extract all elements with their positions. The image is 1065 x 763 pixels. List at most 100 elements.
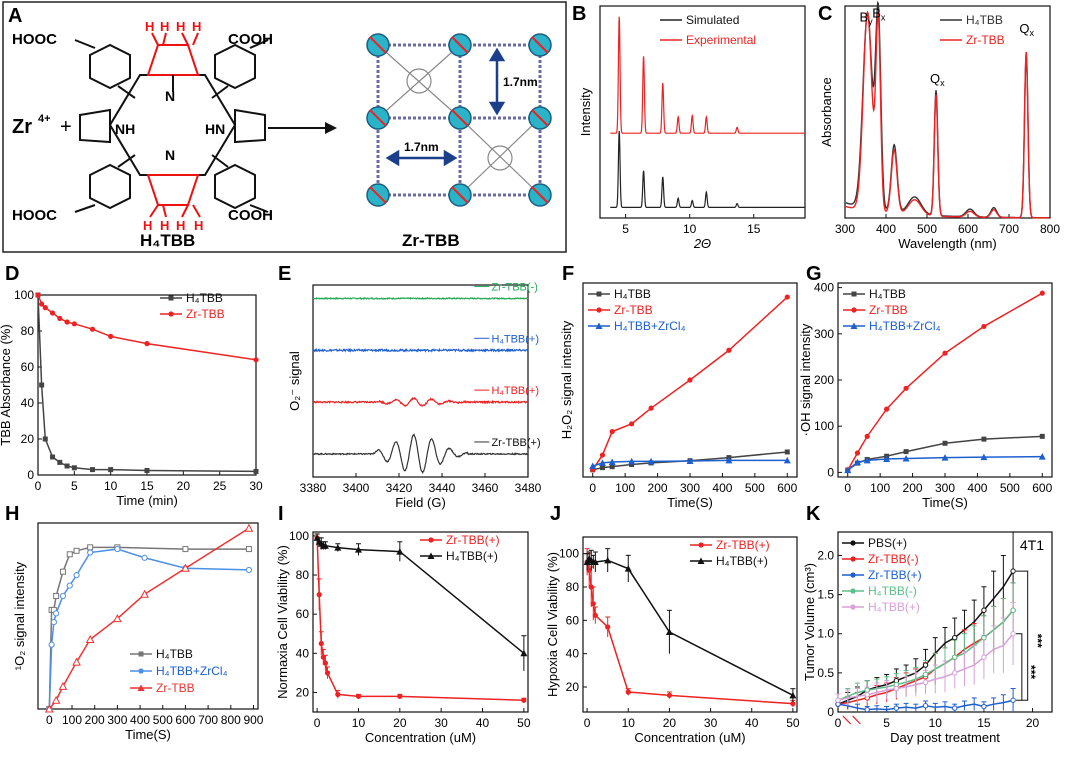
data-point (316, 592, 322, 598)
reaction-arrow-head (325, 122, 337, 134)
y-tick-label: 20 (21, 432, 35, 446)
data-point (697, 557, 705, 564)
data-point (893, 705, 900, 711)
data-point (864, 687, 870, 693)
series-line (48, 548, 249, 710)
y-tick-label: 20 (296, 685, 310, 699)
x-tick-label: 100 (62, 713, 82, 727)
label-h-8: H (194, 218, 203, 233)
data-point (784, 449, 790, 455)
legend-label: H₄TBB (614, 287, 651, 301)
x-tick-label: 30 (249, 479, 263, 493)
plot-frame (312, 284, 529, 478)
data-point (981, 703, 987, 710)
x-tick-label: 25 (213, 479, 227, 493)
product-name: Zr-TBB (402, 231, 460, 250)
data-point (588, 584, 594, 590)
peak-annotation-sub: x (1030, 28, 1035, 38)
panel-letter-f: F (562, 263, 574, 285)
x-tick-label: 10 (352, 716, 366, 730)
panel-letter-i: I (278, 503, 284, 525)
data-point (168, 311, 174, 317)
x-tick-label: 600 (1032, 481, 1052, 495)
data-point-outline (245, 546, 252, 553)
x-tick-label: 0 (584, 716, 591, 730)
data-point (598, 459, 606, 466)
y-tick-label: 80 (296, 568, 310, 582)
data-point (108, 467, 114, 473)
y-tick-label: 1.0 (817, 627, 834, 641)
x-tick-label: 600 (175, 713, 195, 727)
series-line (312, 433, 529, 475)
data-point (1010, 607, 1016, 613)
data-point-outline (181, 563, 190, 572)
legend-label: H₄TBB(+) (446, 549, 498, 563)
label-h-3: H (176, 19, 185, 34)
data-point (1010, 568, 1016, 574)
label-h-1: H (145, 19, 154, 34)
data-point (903, 449, 909, 455)
peak-annotation: Bx (872, 6, 886, 23)
y-tick-label: 60 (296, 607, 310, 621)
panel-letter-d: D (5, 263, 19, 285)
x-tick-label: 800 (1040, 222, 1060, 236)
x-tick-label: 30 (704, 716, 718, 730)
data-point (844, 466, 852, 474)
x-tick-label: 100 (870, 481, 890, 495)
x-tick-label: 50 (786, 716, 800, 730)
chart-h: H 0 100 200 300 400 500 600 700 800 900 Time(S) ¹O₂ … (5, 503, 264, 742)
x-tick-label: 200 (648, 481, 668, 495)
y-tick-label: 1.5 (817, 588, 834, 602)
y-tick-label: 80 (566, 580, 580, 594)
x-tick-label: 10 (929, 716, 943, 730)
significance-bracket (1016, 633, 1023, 701)
data-point (137, 684, 145, 691)
data-point (1039, 433, 1045, 439)
data-point-outline (73, 547, 80, 554)
data-point (864, 706, 870, 713)
x-tick-label: 20 (1026, 716, 1040, 730)
panel-letter-a: A (8, 5, 22, 27)
x-axis-label: Time(S) (667, 495, 713, 510)
data-point-outline (245, 566, 253, 574)
data-point (629, 461, 635, 467)
data-point-outline (140, 589, 149, 598)
x-tick-label: 3400 (343, 481, 370, 495)
x-tick-label: 300 (935, 481, 955, 495)
y-tick-label: 40 (566, 647, 580, 661)
label-h-4: H (192, 19, 201, 34)
y-tick-label: 100 (14, 288, 34, 302)
panel-letter-e: E (278, 263, 291, 285)
data-point (396, 548, 404, 555)
peak-annotation-sub: x (940, 78, 945, 88)
data-point-outline (87, 549, 94, 556)
data-point-outline (85, 634, 95, 643)
data-point (108, 333, 114, 339)
x-axis-label: Time(S) (125, 727, 171, 742)
data-point (647, 457, 655, 465)
y-tick-label: 60 (21, 360, 35, 374)
data-point (89, 326, 96, 332)
legend-label: H₄TBB (186, 291, 223, 305)
peak-annotation-sub: y (868, 16, 873, 26)
data-point (624, 565, 632, 572)
data-point-outline (72, 657, 81, 666)
label-hooc-top: HOOC (12, 31, 57, 48)
series-line (37, 294, 257, 473)
data-point (49, 310, 56, 316)
data-point (428, 537, 434, 543)
data-point (625, 689, 631, 695)
x-tick-label: 3480 (515, 481, 542, 495)
data-point (253, 468, 259, 474)
legend-label: H₄TBB(+) (716, 554, 768, 568)
x-tick-label: 700 (198, 713, 218, 727)
data-point (71, 465, 77, 471)
x-tick-label: 400 (876, 222, 896, 236)
data-point-outline (59, 568, 66, 575)
series-line (316, 537, 524, 702)
legend-label: Zr-TBB (156, 681, 195, 695)
y-tick-label: 100 (289, 529, 309, 543)
data-point (952, 634, 958, 641)
y-axis-label: Normaxia Cell Viability (%) (275, 545, 290, 699)
data-point (783, 456, 791, 464)
